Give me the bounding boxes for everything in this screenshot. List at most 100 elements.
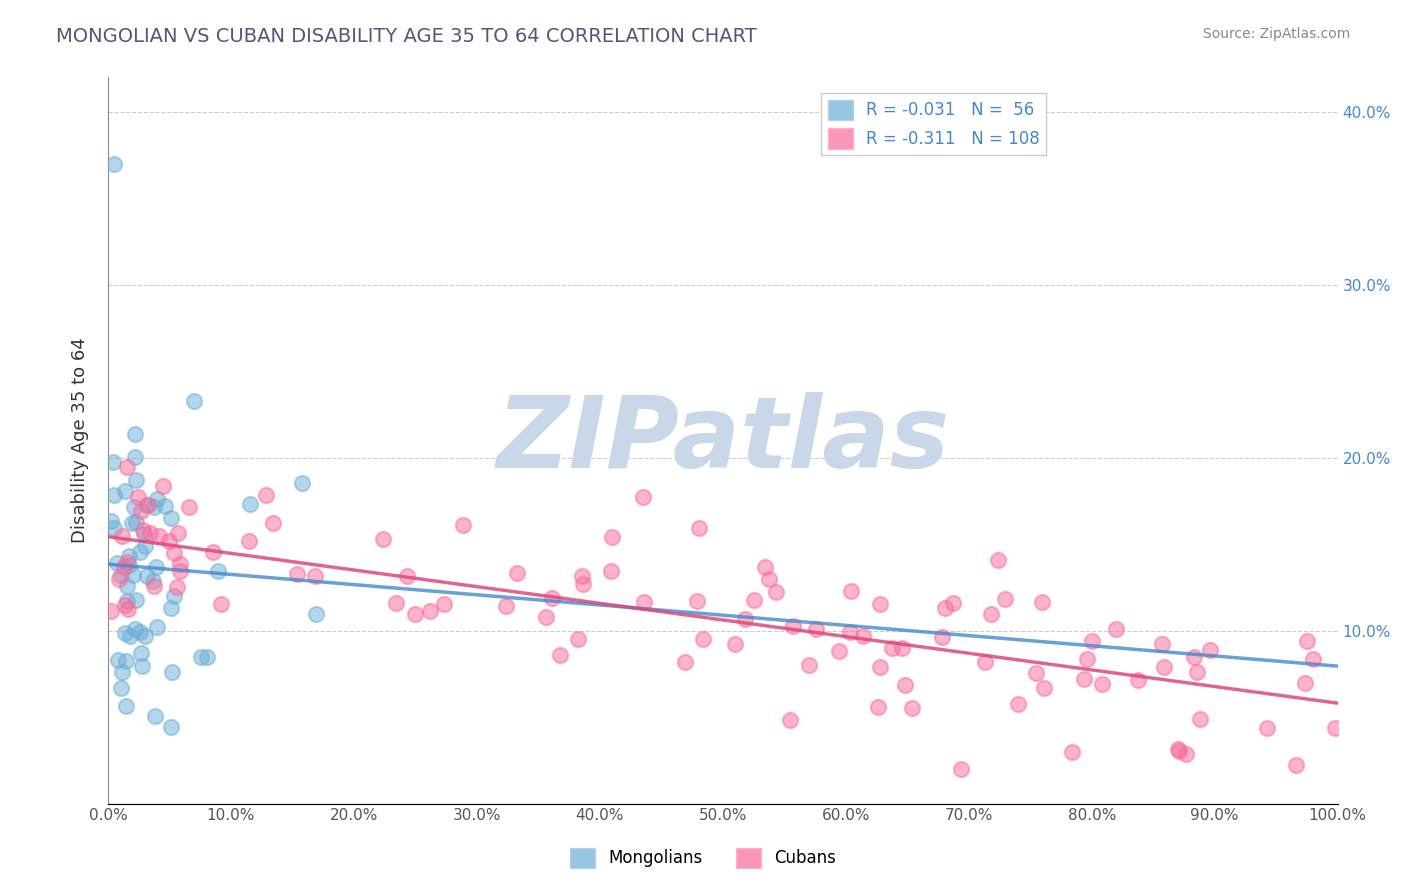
Mongolians xyxy=(101,455,124,469)
Cubans xyxy=(111,528,134,542)
Mongolians xyxy=(120,629,142,643)
Cubans xyxy=(631,490,654,504)
Mongolians xyxy=(160,720,183,734)
Cubans xyxy=(115,555,138,569)
Cubans xyxy=(880,640,903,655)
Cubans xyxy=(179,500,201,515)
Mongolians xyxy=(131,659,153,673)
Mongolians xyxy=(146,491,169,506)
Cubans xyxy=(1104,622,1126,636)
Cubans xyxy=(1296,633,1319,648)
Cubans xyxy=(1128,673,1150,687)
Cubans xyxy=(633,595,655,609)
Text: Source: ZipAtlas.com: Source: ZipAtlas.com xyxy=(1202,27,1350,41)
Cubans xyxy=(152,478,174,492)
Cubans xyxy=(1285,757,1308,772)
Mongolians xyxy=(145,559,167,574)
Text: MONGOLIAN VS CUBAN DISABILITY AGE 35 TO 64 CORRELATION CHART: MONGOLIAN VS CUBAN DISABILITY AGE 35 TO … xyxy=(56,27,756,45)
Cubans xyxy=(132,523,155,537)
Mongolians xyxy=(195,649,218,664)
Cubans xyxy=(157,534,180,549)
Cubans xyxy=(758,572,780,586)
Cubans xyxy=(396,568,419,582)
Mongolians xyxy=(125,473,148,487)
Mongolians xyxy=(160,665,183,679)
Cubans xyxy=(1073,672,1095,686)
Cubans xyxy=(404,607,426,621)
Cubans xyxy=(209,597,232,611)
Mongolians xyxy=(107,653,129,667)
Mongolians xyxy=(142,574,165,588)
Cubans xyxy=(495,599,517,614)
Cubans xyxy=(600,530,623,544)
Cubans xyxy=(114,598,136,612)
Mongolians xyxy=(122,567,145,582)
Cubans xyxy=(1182,650,1205,665)
Mongolians xyxy=(103,157,125,171)
Mongolians xyxy=(163,589,186,603)
Cubans xyxy=(201,545,224,559)
Mongolians xyxy=(291,476,314,491)
Cubans xyxy=(262,516,284,531)
Mongolians xyxy=(143,708,166,723)
Cubans xyxy=(138,498,160,512)
Cubans xyxy=(894,678,917,692)
Cubans xyxy=(734,612,756,626)
Cubans xyxy=(839,584,862,599)
Text: ZIPatlas: ZIPatlas xyxy=(496,392,949,489)
Cubans xyxy=(166,580,188,594)
Cubans xyxy=(166,526,188,541)
Cubans xyxy=(506,566,529,580)
Mongolians xyxy=(125,592,148,607)
Cubans xyxy=(254,488,277,502)
Cubans xyxy=(1199,643,1222,657)
Mongolians xyxy=(134,539,156,553)
Cubans xyxy=(238,533,260,548)
Cubans xyxy=(754,560,776,574)
Cubans xyxy=(1081,634,1104,648)
Cubans xyxy=(673,655,696,669)
Cubans xyxy=(973,656,995,670)
Cubans xyxy=(994,591,1017,606)
Mongolians xyxy=(159,511,181,525)
Mongolians xyxy=(124,500,146,514)
Cubans xyxy=(1025,665,1047,680)
Cubans xyxy=(901,701,924,715)
Cubans xyxy=(285,567,308,582)
Cubans xyxy=(142,579,165,593)
Cubans xyxy=(1256,721,1278,735)
Cubans xyxy=(1007,697,1029,711)
Cubans xyxy=(1031,595,1053,609)
Cubans xyxy=(100,604,122,618)
Mongolians xyxy=(305,607,328,621)
Cubans xyxy=(108,572,131,586)
Cubans xyxy=(1188,712,1211,726)
Cubans xyxy=(688,521,710,535)
Cubans xyxy=(599,564,621,578)
Cubans xyxy=(949,762,972,776)
Mongolians xyxy=(107,556,129,570)
Mongolians xyxy=(239,498,262,512)
Cubans xyxy=(839,625,862,640)
Cubans xyxy=(138,526,160,541)
Cubans xyxy=(851,629,873,643)
Cubans xyxy=(1294,675,1316,690)
Mongolians xyxy=(111,665,134,679)
Mongolians xyxy=(146,620,169,634)
Cubans xyxy=(115,460,138,475)
Mongolians xyxy=(115,593,138,607)
Cubans xyxy=(1153,660,1175,674)
Cubans xyxy=(869,660,891,674)
Mongolians xyxy=(114,483,136,498)
Cubans xyxy=(686,594,709,608)
Cubans xyxy=(934,601,956,615)
Mongolians xyxy=(121,516,143,530)
Cubans xyxy=(980,607,1002,622)
Cubans xyxy=(163,546,186,560)
Mongolians xyxy=(100,514,122,528)
Cubans xyxy=(1152,637,1174,651)
Mongolians xyxy=(153,499,176,513)
Cubans xyxy=(385,596,408,610)
Cubans xyxy=(1167,742,1189,756)
Mongolians xyxy=(115,579,138,593)
